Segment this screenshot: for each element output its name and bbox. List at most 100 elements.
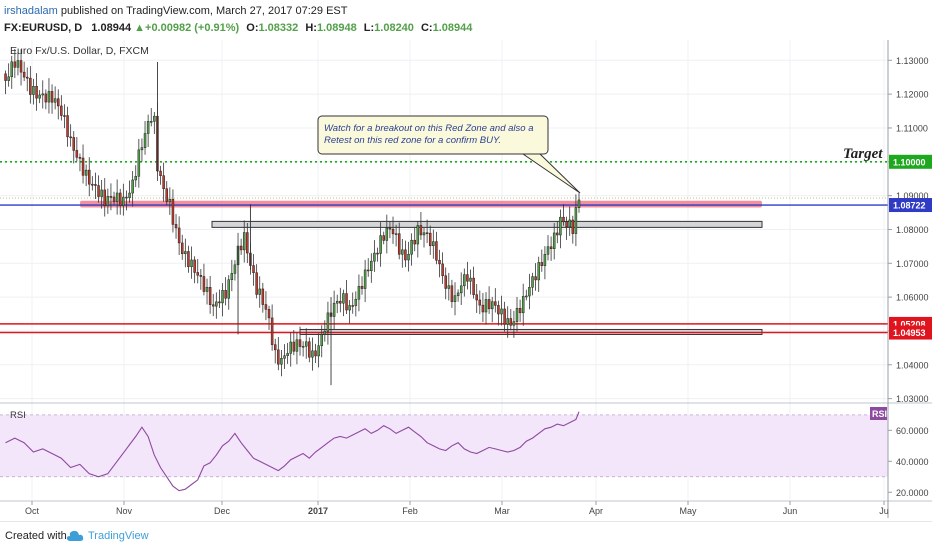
x-tick-label: Oct [25,506,40,516]
candle-body [25,76,29,79]
price-label-text: 1.05208 [893,319,926,329]
candle-body [571,219,575,234]
rsi-tick-label: 20.0000 [896,488,929,498]
chart-title: Euro Fx/U.S. Dollar, D, FXCM [10,45,149,57]
candle-body [35,86,38,99]
callout-pointer [521,153,581,194]
candle-body [342,293,345,304]
candle-body [32,86,35,95]
candle-body [332,302,336,317]
x-tick-label: May [679,506,697,516]
candle-body [174,224,178,229]
candle-body [69,136,72,139]
tradingview-link[interactable]: TradingView [88,530,149,542]
candle-body [503,308,506,325]
candle-body [351,305,354,307]
candle-body [546,246,550,255]
candle-body [556,232,559,236]
candle-body [416,225,420,245]
candle-body [153,115,156,122]
candle-body [565,221,568,228]
candle-body [463,274,466,287]
price-label-text: 1.04953 [893,328,926,338]
candle-body [537,262,540,281]
candle-body [354,298,358,306]
candle-body [339,300,342,304]
candle-body [559,216,562,236]
candle-body [435,241,438,261]
x-tick-label: Apr [589,506,603,516]
x-tick-label: Nov [116,506,133,516]
candle-body [230,273,234,280]
price-tick-label: 1.12000 [896,90,929,100]
close-value: 1.08944 [432,22,473,34]
candle-body [246,232,249,254]
candle-body [540,262,544,266]
candle-body [255,272,258,295]
candle-body [125,196,128,199]
rsi-title: RSI [10,410,26,421]
author-link[interactable]: irshadalam [4,5,58,17]
candle-body [29,77,32,95]
candle-body [298,339,302,347]
candle-body [143,133,147,148]
candle-body [75,150,79,158]
candle-body [211,304,215,307]
candle-body [38,94,41,99]
candle-body [149,121,153,123]
price-label-box [889,198,932,213]
price-tick-label: 1.04000 [896,360,929,370]
low-label: L: [363,22,375,34]
ticker: FX:EURUSD, D [4,22,83,34]
candle-body [16,60,20,68]
candle-body [187,251,190,267]
rsi-tick-label: 60.0000 [896,426,929,436]
candle-body [450,285,454,302]
red-zone-band [80,200,762,208]
candle-body [401,249,404,255]
candle-body [94,184,97,186]
rsi-pane: 60.0000 40.0000 20.0000 RSI RSI [0,407,929,498]
candle-body [407,253,410,261]
low-value: 1.08240 [374,22,414,34]
created-with-text: Created with [5,530,67,542]
candle-body [357,286,361,300]
callout-text-line: Watch for a breakout on this Red Zone an… [324,123,533,134]
price-tick-label: 1.03000 [896,394,929,404]
candle-body [373,252,376,262]
candle-body [261,288,265,305]
candle-body [518,308,522,314]
candle-body [270,317,274,345]
candle-body [422,232,426,236]
open-label: O: [246,22,259,34]
candle-body [118,192,122,206]
candle-body [146,121,150,134]
candle-body [497,305,500,315]
candle-body [568,219,571,228]
x-tick-label: Ju [879,506,889,516]
candle-body [7,76,10,81]
high-value: 1.08948 [316,22,357,34]
x-tick-label: Dec [214,506,231,516]
change-value: +0.00982 (+0.91%) [145,22,240,34]
candle-body [419,225,423,236]
price-tick-label: 1.07000 [896,259,929,269]
open-value: 1.08332 [258,22,299,34]
candle-body [391,228,395,235]
candle-body [140,147,144,151]
candle-body [202,276,206,292]
candle-body [177,227,181,244]
tradingview-cloud-icon[interactable] [66,529,84,547]
last-price: 1.08944 [91,22,132,34]
candle-body [453,295,457,302]
candle-body [168,198,172,202]
candle-body [404,249,407,261]
candle-body [289,341,292,354]
candle-body [301,345,305,348]
candle-body [379,235,382,254]
candle-body [326,312,330,332]
candle-body [81,157,85,176]
candle-body [87,169,91,185]
close-label: C: [420,22,433,34]
price-label-text: 1.08722 [893,201,926,211]
